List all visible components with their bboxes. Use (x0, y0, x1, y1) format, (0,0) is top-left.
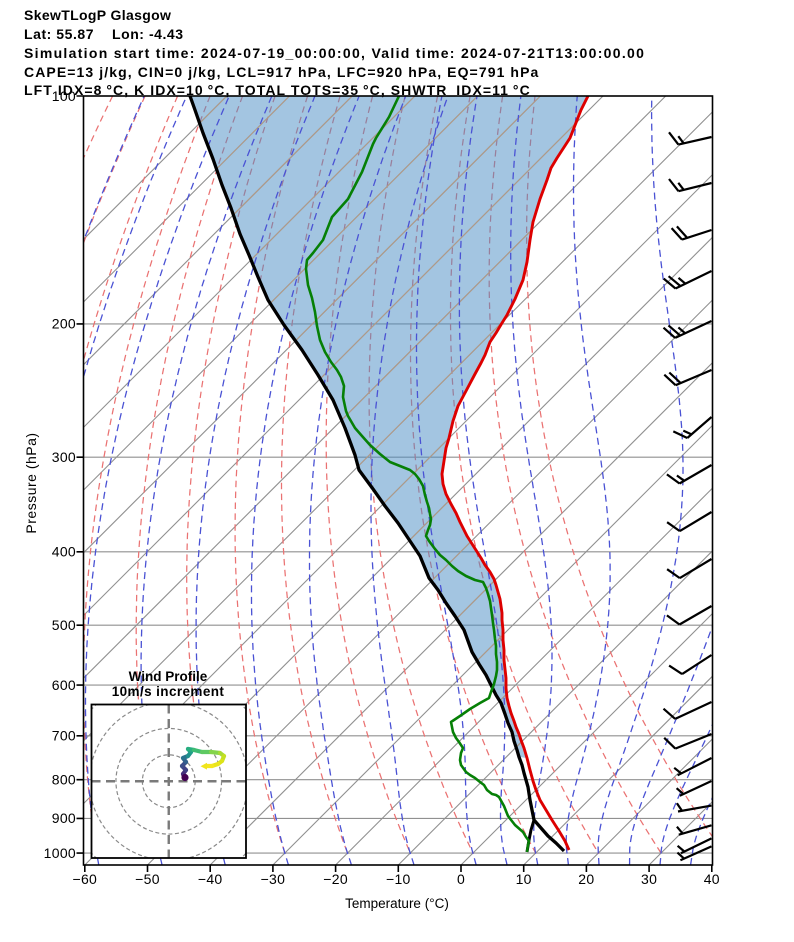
svg-text:−10: −10 (386, 871, 411, 887)
svg-text:800: 800 (52, 772, 76, 788)
svg-text:Temperature (°C): Temperature (°C) (345, 896, 449, 911)
svg-text:200: 200 (52, 316, 76, 332)
svg-text:700: 700 (52, 728, 76, 744)
svg-text:600: 600 (52, 677, 76, 693)
svg-text:20: 20 (578, 871, 594, 887)
svg-text:40: 40 (704, 871, 720, 887)
svg-text:Pressure (hPa): Pressure (hPa) (23, 432, 39, 533)
svg-text:300: 300 (52, 449, 76, 465)
svg-text:−40: −40 (198, 871, 223, 887)
svg-text:−20: −20 (323, 871, 348, 887)
svg-text:1000: 1000 (44, 845, 76, 861)
svg-text:500: 500 (52, 617, 76, 633)
svg-text:−60: −60 (72, 871, 97, 887)
svg-text:30: 30 (641, 871, 657, 887)
svg-text:900: 900 (52, 810, 76, 826)
svg-text:0: 0 (457, 871, 465, 887)
svg-text:100: 100 (52, 88, 76, 104)
svg-text:−30: −30 (261, 871, 286, 887)
svg-text:400: 400 (52, 544, 76, 560)
svg-text:10m/s increment: 10m/s increment (112, 684, 225, 699)
svg-text:Wind Profile: Wind Profile (129, 669, 208, 684)
svg-text:−50: −50 (135, 871, 160, 887)
svg-text:10: 10 (516, 871, 532, 887)
